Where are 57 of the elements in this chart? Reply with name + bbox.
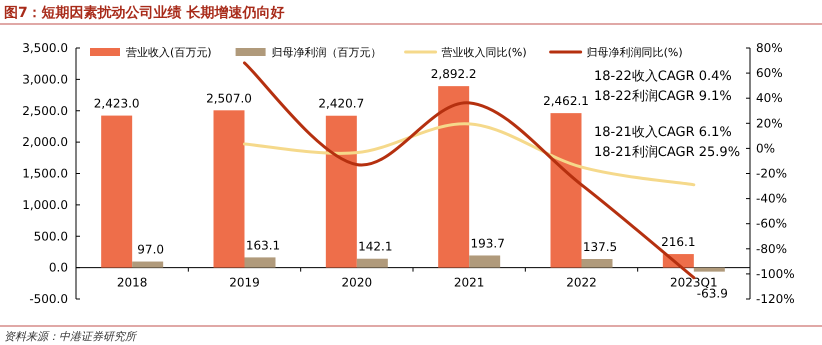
x-tick-label: 2019 [229,276,260,290]
y2-tick-label: 40% [756,91,783,106]
bar [326,116,357,268]
x-tick-label: 2018 [116,276,148,290]
bar [132,262,164,268]
y2-tick-label: -20% [756,166,788,180]
legend-label: 归母净利润同比(%) [586,46,683,59]
y2-tick-label: 0% [756,141,776,156]
y2-tick-label: 80% [756,41,783,55]
legend-label: 营业收入(百万元) [126,46,212,59]
bar [244,257,276,268]
chart-title: 图7：短期因素扰动公司业绩 长期增速仍向好 [4,5,285,21]
bar [582,258,612,268]
x-tick-label: 2021 [454,276,484,290]
bar [694,268,725,272]
annotation: 18-21利润CAGR 25.9% [594,145,740,160]
data-label: 97.0 [137,242,164,257]
bar [356,258,388,268]
y-tick-label: 1,500.0 [22,166,68,180]
y-tick-label: 2,000.0 [22,135,68,150]
data-label: 142.1 [358,240,393,254]
data-label: 2,423.0 [94,96,140,111]
data-label: 193.7 [470,236,505,250]
legend-label: 归母净利润（百万元） [272,46,382,59]
x-tick-label: 2022 [566,276,597,290]
data-label: 2,892.2 [430,67,477,82]
y-tick-label: 3,500.0 [22,41,68,55]
bar [469,255,500,268]
bar [214,110,244,268]
data-label: 2,462.1 [543,94,589,108]
data-label: 2,507.0 [206,91,252,106]
y2-tick-label: 20% [756,116,783,130]
y-tick-label: -500.0 [29,292,68,306]
y2-tick-label: -100% [756,266,795,281]
y2-tick-label: -40% [756,192,788,206]
data-label: 163.1 [246,238,280,252]
x-tick-label: 2020 [342,276,372,290]
y-tick-label: 3,000.0 [22,72,68,86]
y-tick-label: 0.0 [48,260,68,275]
legend-label: 营业收入同比(%) [442,46,527,59]
data-label: 137.5 [582,240,618,254]
data-label: 2,420.7 [318,96,364,111]
y-tick-label: 500.0 [34,229,68,244]
annotation: 18-22利润CAGR 9.1% [594,89,732,104]
y-tick-label: 1,000.0 [22,198,68,212]
bar [550,113,582,268]
y2-tick-label: 60% [756,66,783,80]
y2-tick-label: -80% [756,242,788,256]
y-tick-label: 2,500.0 [22,104,68,118]
y2-tick-label: -60% [756,216,788,231]
text: 资料来源：中港证券研究所 [4,330,138,343]
y2-tick-label: -120% [756,292,795,306]
data-label: 216.1 [661,235,696,250]
bar [438,86,470,268]
annotation: 18-21收入CAGR 6.1% [594,125,732,140]
bar [101,116,132,268]
annotation: 18-22收入CAGR 0.4% [594,69,732,84]
